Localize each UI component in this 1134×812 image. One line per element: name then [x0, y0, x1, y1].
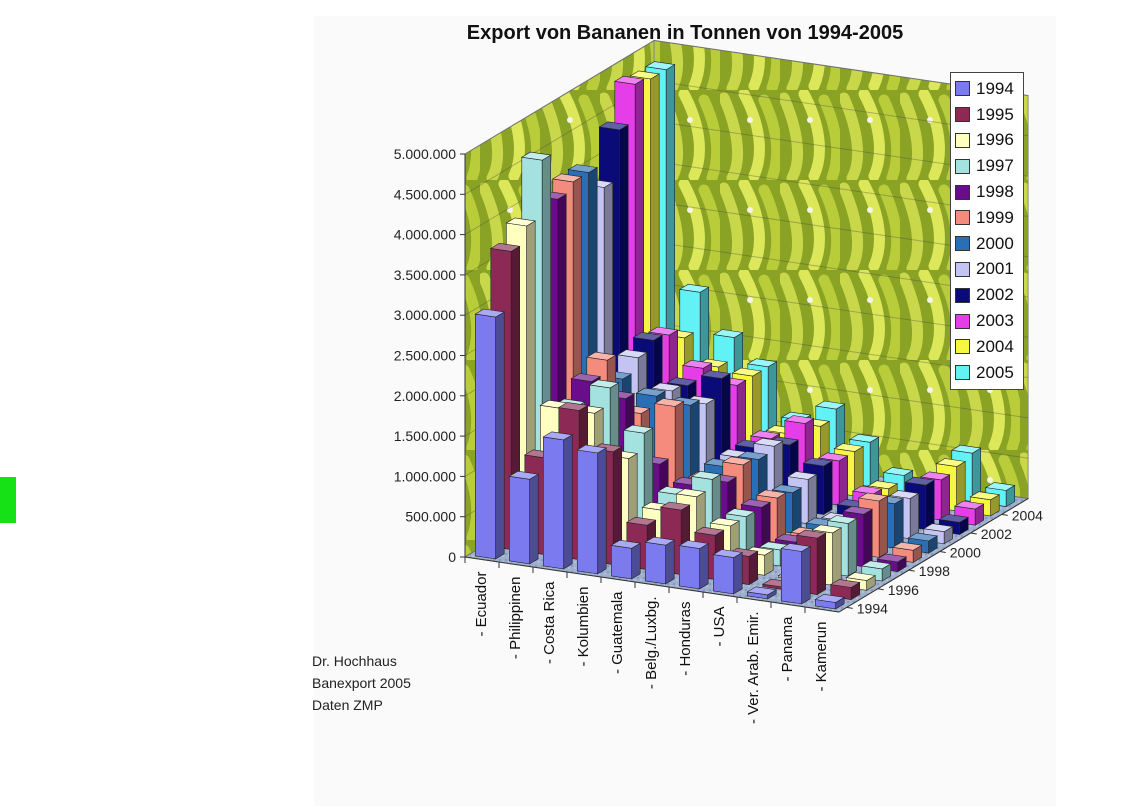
x-axis	[464, 556, 840, 613]
legend-item: 1996	[955, 128, 1023, 154]
legend-swatch	[955, 261, 970, 277]
y-tick-label: 2.500.000	[394, 348, 456, 364]
x-tick-label: - Ecuador	[473, 572, 490, 637]
legend-item: 2005	[955, 360, 1023, 386]
bar	[474, 308, 506, 560]
legend-label: 1998	[976, 182, 1014, 202]
legend-swatch	[955, 365, 970, 381]
credit-data-source: Daten ZMP	[312, 697, 383, 713]
legend-swatch	[955, 184, 970, 200]
credit-source-title: Banexport 2005	[312, 675, 411, 691]
x-tick-label: - Panama	[779, 616, 796, 682]
legend-label: 1995	[976, 104, 1014, 124]
bar	[644, 536, 676, 585]
legend-swatch	[955, 287, 970, 303]
y-tick-label: 1.000.000	[394, 468, 456, 484]
chart-legend: 1994 1995 1996 1997 1998 1999 2000 2001 2002 2003…	[950, 72, 1024, 390]
legend-item: 2004	[955, 334, 1023, 360]
legend-label: 2004	[976, 336, 1014, 356]
x-tick-label: - Kamerun	[813, 622, 830, 692]
legend-item: 1994	[955, 76, 1023, 102]
bar	[746, 586, 778, 600]
legend-item: 2000	[955, 231, 1023, 257]
legend-item: 1998	[955, 179, 1023, 205]
bar	[508, 470, 540, 565]
legend-swatch	[955, 339, 970, 355]
y-tick-label: 0	[448, 549, 456, 565]
legend-swatch	[955, 210, 970, 226]
legend-label: 2000	[976, 233, 1014, 253]
z-axis	[838, 498, 1029, 613]
legend-swatch	[955, 158, 970, 174]
gridline	[464, 39, 1029, 155]
z-tick-label: 1998	[919, 563, 950, 579]
y-tick-label: 3.500.000	[394, 267, 456, 283]
legend-label: 1994	[976, 78, 1014, 98]
x-tick-label: - Costa Rica	[541, 581, 558, 664]
bar	[814, 593, 846, 610]
legend-item: 1999	[955, 205, 1023, 231]
y-tick-label: 5.000.000	[394, 146, 456, 162]
y-tick-label: 3.000.000	[394, 307, 456, 323]
legend-label: 2002	[976, 285, 1014, 305]
x-tick-label: - Belg./Luxbg.	[643, 597, 660, 690]
bar	[780, 543, 812, 605]
legend-label: 1999	[976, 207, 1014, 227]
z-tick-label: 2004	[1012, 507, 1043, 523]
x-tick-label: - Kolumbien	[575, 587, 592, 667]
x-tick-label: - Ver. Arab. Emir.	[745, 612, 762, 725]
z-tick-label: 1994	[857, 600, 888, 616]
credit-author: Dr. Hochhaus	[312, 653, 397, 669]
y-tick-label: 4.500.000	[394, 186, 456, 202]
legend-label: 1996	[976, 130, 1014, 150]
x-tick-label: - Honduras	[677, 602, 694, 676]
legend-swatch	[955, 236, 970, 252]
legend-item: 2002	[955, 282, 1023, 308]
y-tick-label: 1.500.000	[394, 428, 456, 444]
z-tick-label: 1996	[888, 582, 919, 598]
legend-item: 1997	[955, 153, 1023, 179]
legend-label: 2001	[976, 259, 1014, 279]
green-marker	[0, 477, 16, 523]
legend-label: 1997	[976, 156, 1014, 176]
legend-label: 2003	[976, 311, 1014, 331]
legend-label: 2005	[976, 362, 1014, 382]
bar	[678, 540, 710, 590]
legend-item: 2003	[955, 308, 1023, 334]
y-tick-label: 4.000.000	[394, 227, 456, 243]
bar	[542, 431, 574, 570]
bar	[712, 549, 744, 595]
legend-item: 1995	[955, 102, 1023, 128]
z-tick-label: 2002	[981, 526, 1012, 542]
legend-swatch	[955, 313, 970, 329]
chart-credits: Dr. Hochhaus Banexport 2005 Daten ZMP	[312, 650, 411, 716]
legend-item: 2001	[955, 257, 1023, 283]
y-tick-label: 2.000.000	[394, 388, 456, 404]
x-tick-label: - USA	[711, 607, 728, 647]
bar	[610, 539, 642, 580]
x-tick-label: - Philippinen	[507, 577, 524, 660]
y-tick-label: 500.000	[405, 509, 456, 525]
z-tick-label: 2000	[950, 545, 981, 561]
bar	[576, 444, 608, 575]
chart-title: Export von Bananen in Tonnen von 1994-20…	[466, 22, 904, 44]
legend-swatch	[955, 107, 970, 123]
legend-swatch	[955, 132, 970, 148]
legend-swatch	[955, 81, 970, 97]
x-tick-label: - Guatemala	[609, 591, 626, 674]
